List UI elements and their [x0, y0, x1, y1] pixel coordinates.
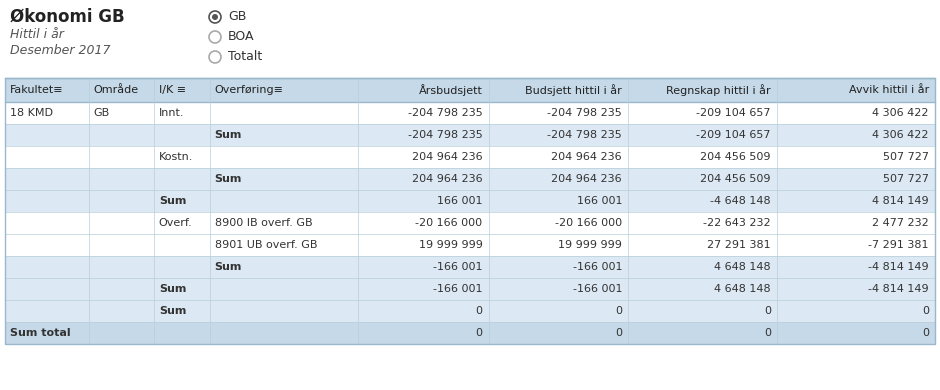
- Text: 0: 0: [615, 306, 622, 316]
- Text: 0: 0: [922, 328, 929, 338]
- Text: 19 999 999: 19 999 999: [418, 240, 482, 250]
- Text: Sum: Sum: [159, 284, 186, 294]
- Text: 27 291 381: 27 291 381: [707, 240, 771, 250]
- Text: Overføring≡: Overføring≡: [214, 85, 284, 95]
- Bar: [5, 212, 935, 234]
- Bar: [5, 300, 935, 322]
- Text: 2 477 232: 2 477 232: [872, 218, 929, 228]
- Text: -4 648 148: -4 648 148: [711, 196, 771, 206]
- Text: 0: 0: [476, 328, 482, 338]
- Text: Sum: Sum: [159, 306, 186, 316]
- Bar: [5, 168, 935, 190]
- Text: Sum total: Sum total: [10, 328, 70, 338]
- Text: 507 727: 507 727: [883, 174, 929, 184]
- Text: -204 798 235: -204 798 235: [547, 108, 622, 118]
- Text: BOA: BOA: [228, 30, 255, 44]
- Text: I/K ≡: I/K ≡: [159, 85, 186, 95]
- Text: Budsjett hittil i år: Budsjett hittil i år: [525, 84, 622, 96]
- Bar: [5, 234, 935, 256]
- Text: Regnskap hittil i år: Regnskap hittil i år: [666, 84, 771, 96]
- Text: 8901 UB overf. GB: 8901 UB overf. GB: [214, 240, 317, 250]
- Text: 0: 0: [922, 306, 929, 316]
- Text: Sum: Sum: [214, 262, 242, 272]
- Text: 4 306 422: 4 306 422: [872, 130, 929, 140]
- Text: Totalt: Totalt: [228, 50, 262, 64]
- Text: -20 166 000: -20 166 000: [415, 218, 482, 228]
- Bar: [5, 78, 935, 344]
- Text: 204 456 509: 204 456 509: [700, 174, 771, 184]
- Text: Overf.: Overf.: [159, 218, 193, 228]
- Text: -166 001: -166 001: [433, 262, 482, 272]
- Text: Innt.: Innt.: [159, 108, 184, 118]
- Text: 8900 IB overf. GB: 8900 IB overf. GB: [214, 218, 312, 228]
- Text: Område: Område: [94, 85, 139, 95]
- Text: Kostn.: Kostn.: [159, 152, 194, 162]
- Text: 0: 0: [476, 306, 482, 316]
- Bar: [5, 190, 935, 212]
- Text: -166 001: -166 001: [572, 284, 622, 294]
- Bar: [5, 78, 935, 102]
- Text: -209 104 657: -209 104 657: [697, 108, 771, 118]
- Text: Sum: Sum: [214, 130, 242, 140]
- Text: 166 001: 166 001: [437, 196, 482, 206]
- Text: 204 964 236: 204 964 236: [552, 152, 622, 162]
- Text: Sum: Sum: [159, 196, 186, 206]
- Text: 4 814 149: 4 814 149: [872, 196, 929, 206]
- Text: GB: GB: [228, 11, 246, 23]
- Text: 166 001: 166 001: [576, 196, 622, 206]
- Text: 204 964 236: 204 964 236: [552, 174, 622, 184]
- Text: Fakultet≡: Fakultet≡: [10, 85, 64, 95]
- Text: 0: 0: [764, 328, 771, 338]
- Text: Økonomi GB: Økonomi GB: [10, 8, 125, 26]
- Text: 18 KMD: 18 KMD: [10, 108, 53, 118]
- Bar: [5, 124, 935, 146]
- Text: 0: 0: [615, 328, 622, 338]
- Text: 204 964 236: 204 964 236: [412, 152, 482, 162]
- Text: -166 001: -166 001: [572, 262, 622, 272]
- Text: Hittil i år: Hittil i år: [10, 28, 64, 41]
- Text: 204 964 236: 204 964 236: [412, 174, 482, 184]
- Text: Desember 2017: Desember 2017: [10, 44, 111, 57]
- Text: -204 798 235: -204 798 235: [408, 108, 482, 118]
- Text: 204 456 509: 204 456 509: [700, 152, 771, 162]
- Text: 0: 0: [764, 306, 771, 316]
- Text: -209 104 657: -209 104 657: [697, 130, 771, 140]
- Text: 4 306 422: 4 306 422: [872, 108, 929, 118]
- Text: 507 727: 507 727: [883, 152, 929, 162]
- Text: Årsbudsjett: Årsbudsjett: [418, 84, 482, 96]
- Text: 4 648 148: 4 648 148: [714, 284, 771, 294]
- Text: -204 798 235: -204 798 235: [547, 130, 622, 140]
- Bar: [5, 256, 935, 278]
- Text: -7 291 381: -7 291 381: [869, 240, 929, 250]
- Text: -20 166 000: -20 166 000: [555, 218, 622, 228]
- Bar: [5, 278, 935, 300]
- Bar: [5, 146, 935, 168]
- Bar: [5, 322, 935, 344]
- Text: Avvik hittil i år: Avvik hittil i år: [849, 85, 929, 95]
- Bar: [5, 102, 935, 124]
- Text: -4 814 149: -4 814 149: [869, 284, 929, 294]
- Text: Sum: Sum: [214, 174, 242, 184]
- Text: 4 648 148: 4 648 148: [714, 262, 771, 272]
- Text: -204 798 235: -204 798 235: [408, 130, 482, 140]
- Circle shape: [212, 14, 218, 20]
- Text: -22 643 232: -22 643 232: [703, 218, 771, 228]
- Text: GB: GB: [94, 108, 110, 118]
- Text: -166 001: -166 001: [433, 284, 482, 294]
- Text: 19 999 999: 19 999 999: [558, 240, 622, 250]
- Text: -4 814 149: -4 814 149: [869, 262, 929, 272]
